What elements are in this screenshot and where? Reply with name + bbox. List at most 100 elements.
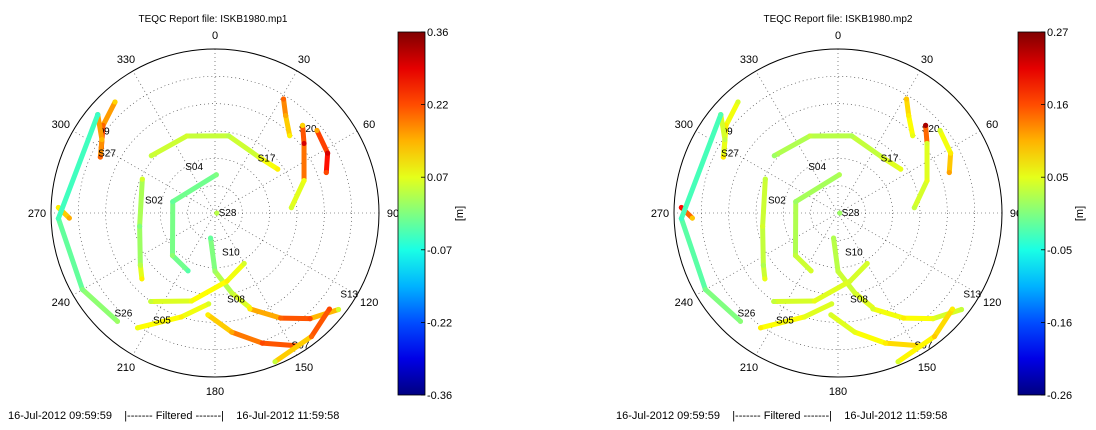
track-segment [901,315,936,322]
track-segment [758,314,807,331]
track-point [801,314,807,320]
azimuth-label: 180 [829,386,847,398]
track-segment [931,306,955,339]
track-point [924,177,930,184]
satellite-track [137,176,145,282]
track-segment [55,112,101,221]
satellite-track [678,112,744,324]
azimuth-label: 0 [212,30,218,42]
azimuth-label: 240 [675,297,693,309]
satellite-label: S28 [219,208,237,219]
satellite-track [870,306,965,322]
skyplot-panel-mp2: TEQC Report file: ISKB1980.mp2 0 30 60 90 120… [548,0,1096,430]
track-point [229,290,235,296]
track-segment [79,287,120,324]
footer-mp1: 16-Jul-2012 09:59:59 |------- Filtered -… [8,410,339,422]
track-point [836,172,842,178]
track-point [849,133,855,139]
satellite-label: S26 [114,309,132,320]
track-segment [879,154,904,172]
azimuth-label: 210 [117,362,135,374]
track-point [170,199,176,205]
grid-ring [132,130,298,296]
track-point [828,312,834,318]
satellite-label: S02 [145,196,163,207]
satellite-label: S08 [227,295,245,306]
track-point [283,113,289,119]
track-segment [906,113,916,139]
azimuth-label: 150 [918,362,936,374]
track-segment [723,99,741,128]
satellite-track [148,133,281,172]
colorbar [1017,31,1046,396]
track-segment [793,172,842,205]
satellite-track [837,210,843,216]
satellite-label: S08 [850,295,868,306]
track-point [760,262,766,268]
track-point [847,278,853,284]
track-point [852,290,858,296]
track-point [870,306,876,312]
track-point [184,133,190,139]
chart-title: TEQC Report file: ISKB1980.mp1 [139,14,288,25]
satellite-track [134,301,212,331]
track-point [229,329,235,335]
track-point [148,298,154,305]
track-segment [323,150,331,175]
track-point [882,340,888,346]
track-point [852,329,858,335]
grid-ring [728,103,948,323]
footer-filtered-label: |------- Filtered -------| [124,410,224,422]
track-point [722,136,728,143]
azimuth-label: 330 [117,54,135,66]
satellite-label: S27 [98,148,116,159]
track-segment [205,312,235,335]
track-segment [247,306,284,321]
satellite-track [55,112,121,324]
track-point [323,169,329,176]
azimuth-label: 120 [360,297,378,309]
track-point [898,166,904,172]
track-segment [852,290,875,310]
colorbar-tick-label: 0.22 [427,100,448,112]
satellite-label: 09 [99,126,111,137]
track-segment [946,150,954,175]
track-segment [256,154,281,172]
satellite-track [895,306,956,365]
track-point [280,96,287,102]
satellite-track [169,172,219,274]
satellite-track [903,96,916,139]
track-point [923,122,929,128]
satellite-track [214,210,220,216]
track-segment [55,215,85,293]
track-point [807,133,813,139]
track-point [937,127,943,134]
track-point [864,260,870,267]
satellite-track [771,260,870,305]
track-point [326,306,333,312]
track-segment [849,133,885,160]
track-segment [188,278,230,304]
track-segment [314,127,331,156]
satellite-label: S17 [881,153,899,164]
track-segment [760,176,768,229]
track-point [301,140,307,147]
track-point [760,223,766,229]
grid-ring [783,158,893,268]
track-point [188,298,195,304]
track-segment [229,290,252,310]
satellite-label: S10 [222,247,240,258]
track-point [134,325,141,331]
track-point [931,333,938,340]
satellite-track [280,96,293,139]
track-segment [97,137,105,160]
track-segment [229,329,265,346]
track-point [137,223,143,229]
track-point [307,316,313,322]
track-segment [911,178,930,211]
track-point [924,140,930,147]
satellite-label: S05 [153,315,171,326]
track-point [97,154,103,160]
track-point [762,176,768,182]
track-point [830,235,837,241]
